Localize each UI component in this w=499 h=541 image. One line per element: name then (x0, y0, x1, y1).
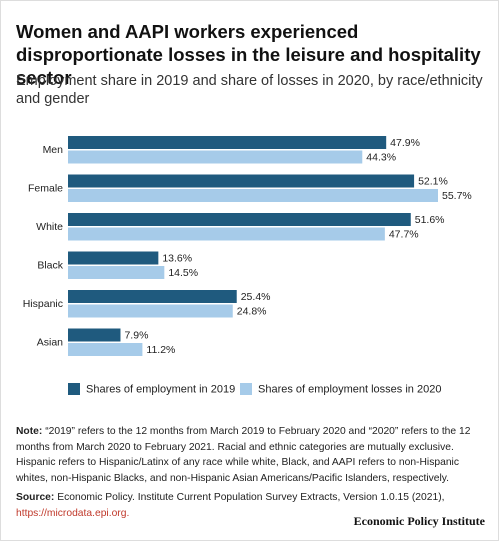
note-text: “2019” refers to the 12 months from Marc… (16, 426, 471, 484)
value-label: 25.4% (241, 291, 271, 303)
note-label: Note: (16, 426, 43, 437)
bar (68, 227, 385, 241)
value-label: 11.2% (146, 344, 175, 356)
category-label: Asian (37, 336, 63, 348)
value-label: 55.7% (442, 190, 472, 202)
value-label: 51.6% (415, 214, 445, 226)
bar (68, 290, 237, 303)
legend-label: Shares of employment in 2019 (86, 383, 235, 395)
source-text: Economic Policy. Institute Current Popul… (57, 492, 445, 503)
value-label: 52.1% (418, 175, 448, 187)
legend-swatch (240, 383, 252, 395)
source-label: Source: (16, 492, 55, 503)
value-label: 14.5% (168, 267, 198, 279)
category-label: Men (43, 144, 64, 156)
bar (68, 304, 233, 318)
bar (68, 328, 121, 342)
bar (68, 174, 415, 188)
category-label: Female (28, 182, 63, 194)
legend-label: Shares of employment losses in 2020 (258, 383, 441, 395)
value-label: 47.9% (390, 137, 420, 149)
note: Note: “2019” refers to the 12 months fro… (16, 424, 488, 486)
bar (68, 136, 387, 149)
bar (68, 189, 438, 202)
legend-swatch (68, 383, 80, 395)
source: Source: Economic Policy. Institute Curre… (16, 490, 488, 521)
chart-subtitle: Employment share in 2019 and share of lo… (16, 73, 483, 107)
bar (68, 343, 143, 356)
value-label: 24.8% (237, 305, 267, 317)
chart-title: Women and AAPI workers experienced dispr… (16, 21, 481, 88)
footer: Economic Policy Institute (353, 514, 485, 528)
category-label: Black (37, 259, 63, 271)
source-link[interactable]: https://microdata.epi.org. (16, 507, 130, 519)
bar (68, 213, 411, 226)
value-label: 13.6% (162, 252, 192, 264)
bar (68, 266, 165, 279)
value-label: 7.9% (124, 329, 148, 341)
category-label: White (36, 221, 63, 233)
value-label: 44.3% (366, 151, 396, 163)
bar (68, 251, 159, 265)
value-label: 47.7% (389, 228, 419, 240)
notes: Note: “2019” refers to the 12 months fro… (16, 424, 488, 521)
bar (68, 150, 363, 164)
category-label: Hispanic (23, 298, 63, 310)
